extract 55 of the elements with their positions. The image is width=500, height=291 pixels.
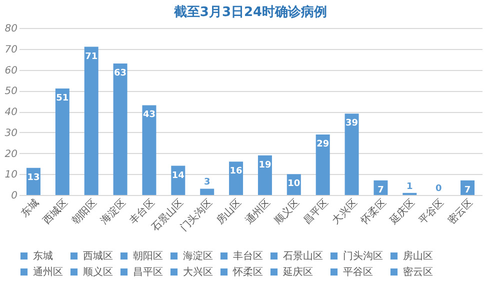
x-tick-label: 平谷区	[416, 196, 446, 226]
y-tick-label: 50	[4, 86, 18, 98]
y-tick-label: 80	[4, 24, 18, 34]
data-label: 43	[142, 110, 156, 120]
data-label: 51	[56, 94, 69, 104]
y-tick-label: 0	[11, 190, 18, 202]
y-tick-label: 60	[4, 65, 18, 76]
data-label: 19	[258, 160, 272, 170]
data-label: 7	[378, 185, 384, 196]
data-label: 0	[435, 184, 442, 194]
x-tick-label: 西城区	[40, 196, 70, 226]
legend-label: 海淀区	[183, 250, 213, 262]
legend-label: 石景山区	[283, 250, 323, 262]
x-tick-label: 东城	[18, 196, 42, 220]
y-tick-label: 20	[4, 148, 18, 160]
x-tick-label: 顺义区	[272, 196, 302, 226]
legend-label: 密云区	[403, 266, 433, 278]
legend-label: 大兴区	[183, 266, 213, 278]
y-tick-label: 40	[4, 107, 18, 118]
legend-label: 丰台区	[233, 250, 263, 262]
data-label: 10	[288, 179, 300, 190]
x-tick-label: 朝阳区	[69, 196, 100, 226]
x-tick-label: 怀柔区	[358, 196, 388, 228]
data-label: 29	[316, 139, 330, 150]
x-tick-label: 大兴区	[330, 196, 360, 226]
y-tick-label: 10	[4, 170, 18, 181]
data-label: 13	[27, 172, 40, 183]
data-label: 14	[172, 170, 184, 181]
legend-label: 门头沟区	[343, 250, 383, 262]
data-label: 1	[406, 182, 413, 192]
data-label: 7	[464, 185, 471, 196]
data-label: 3	[204, 178, 210, 188]
y-tick-label: 30	[4, 128, 18, 139]
data-label: 63	[114, 68, 127, 78]
x-tick-label: 延庆区	[387, 196, 418, 228]
x-tick-label: 昌平区	[302, 198, 331, 226]
x-tick-label: 通州区	[243, 196, 273, 226]
chart-title: 截至3月3日24时确诊病例	[172, 4, 328, 20]
y-tick-label: 70	[4, 44, 18, 56]
legend-label: 房山区	[403, 250, 433, 262]
legend-label: 延庆区	[282, 266, 313, 278]
legend-label: 昌平区	[133, 267, 163, 278]
x-tick-label: 海淀区	[98, 196, 128, 226]
legend-label: 通州区	[33, 266, 63, 278]
x-tick-label: 密云区	[446, 196, 476, 226]
data-label: 71	[85, 52, 98, 62]
legend-label: 东城	[33, 250, 53, 262]
legend-label: 西城区	[83, 250, 113, 262]
data-label: 16	[230, 166, 242, 177]
legend-label: 顺义区	[83, 266, 113, 278]
x-tick-label: 房山区	[214, 196, 244, 226]
legend-label: 朝阳区	[133, 250, 163, 262]
legend-label: 怀柔区	[232, 266, 263, 278]
legend-label: 平谷区	[343, 266, 373, 278]
data-label: 39	[346, 118, 358, 129]
